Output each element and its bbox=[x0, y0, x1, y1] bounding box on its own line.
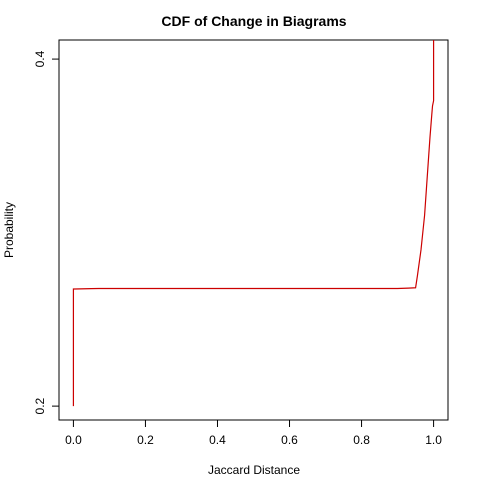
x-axis-label: Jaccard Distance bbox=[208, 463, 300, 477]
cdf-series-line bbox=[72, 40, 435, 407]
y-axis: 0.2 0.4 bbox=[33, 50, 60, 414]
x-tick-label: 0.4 bbox=[209, 433, 226, 447]
series-layer bbox=[72, 40, 435, 407]
chart-title: CDF of Change in Biagrams bbox=[161, 13, 346, 29]
plot-frame bbox=[58, 39, 449, 421]
y-tick-label: 0.4 bbox=[33, 50, 47, 67]
x-tick-label: 0.0 bbox=[65, 433, 82, 447]
x-tick-label: 1.0 bbox=[425, 433, 442, 447]
x-tick-label: 0.6 bbox=[281, 433, 298, 447]
x-tick-label: 0.8 bbox=[353, 433, 370, 447]
x-axis: 0.0 0.2 0.4 0.6 0.8 1.0 bbox=[65, 419, 442, 447]
y-axis-label: Probability bbox=[2, 202, 16, 258]
x-tick-label: 0.2 bbox=[137, 433, 154, 447]
y-tick-label: 0.2 bbox=[33, 397, 47, 414]
